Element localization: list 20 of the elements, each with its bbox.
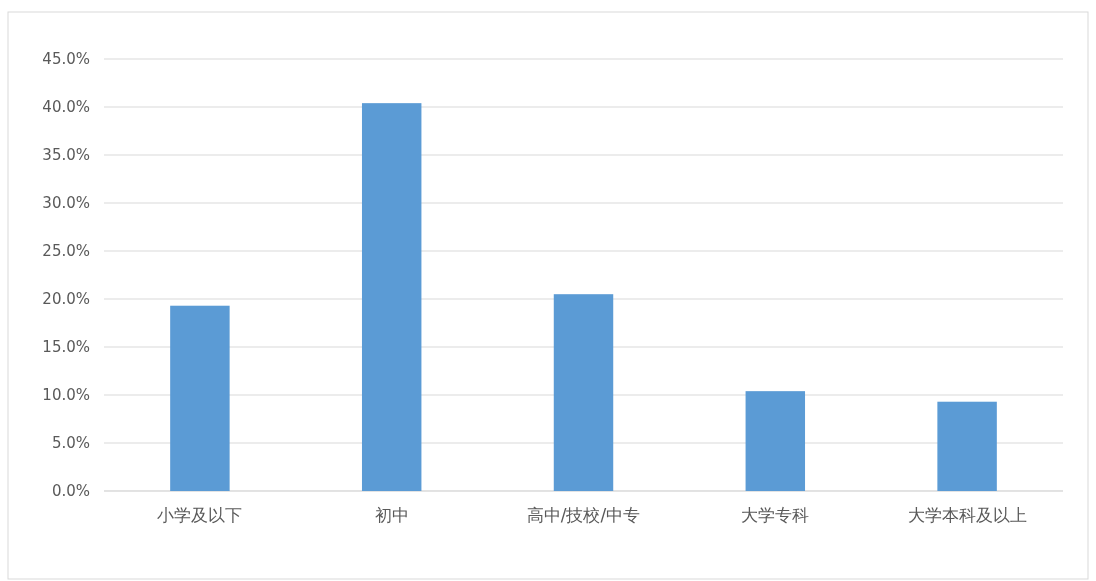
bar <box>937 401 997 491</box>
y-tick-label: 45.0% <box>42 50 90 68</box>
x-tick-label: 初中 <box>374 505 409 525</box>
x-tick-label: 高中/技校/中专 <box>526 505 641 525</box>
y-tick-label: 20.0% <box>42 290 90 308</box>
bar <box>170 305 230 491</box>
y-tick-label: 35.0% <box>42 146 90 164</box>
y-tick-label: 25.0% <box>42 242 90 260</box>
bar <box>553 294 614 491</box>
y-tick-label: 15.0% <box>42 338 90 356</box>
y-tick-label: 40.0% <box>42 98 90 116</box>
y-tick-label: 30.0% <box>42 194 90 212</box>
y-tick-label: 0.0% <box>51 482 90 500</box>
x-tick-label: 小学及以下 <box>157 505 243 525</box>
x-tick-label: 大学专科 <box>741 505 810 525</box>
bar <box>361 103 422 491</box>
y-tick-label: 10.0% <box>42 386 90 404</box>
y-tick-label: 5.0% <box>51 434 90 452</box>
bar <box>745 391 806 491</box>
x-tick-label: 大学本科及以上 <box>907 505 1027 525</box>
